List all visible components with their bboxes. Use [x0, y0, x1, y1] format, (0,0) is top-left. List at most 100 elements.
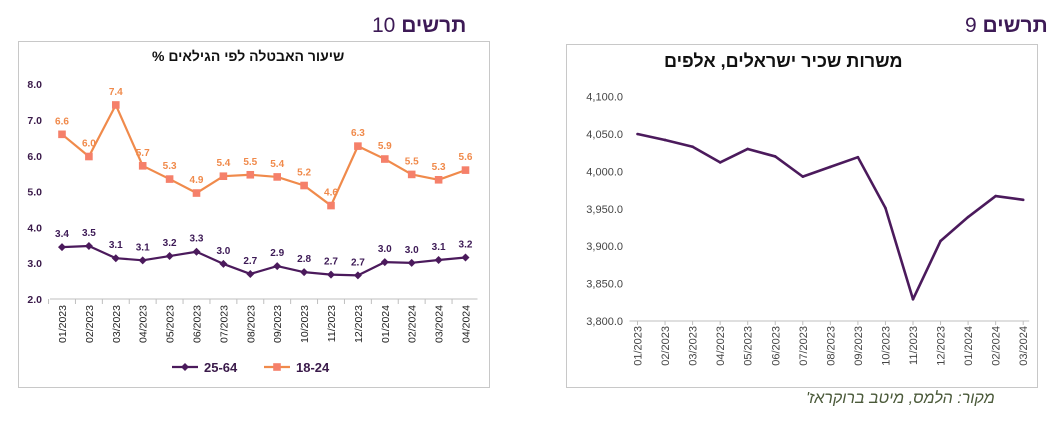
series-18-24-point	[407, 170, 416, 179]
series-25-64-data-label: 2.7	[351, 257, 365, 268]
series-18-24-point	[138, 162, 147, 170]
employment-x-tick-label: 02/2024	[991, 326, 1003, 366]
unemployment-x-tick-label: 07/2023	[218, 305, 230, 343]
source-note: מקור: הלמס, מיטב ברוקראז'	[806, 390, 995, 407]
unemployment-x-tick-label: 04/2024	[461, 305, 473, 343]
employment-x-tick-label: 07/2023	[798, 326, 810, 366]
employment-x-tick-label: 03/2024	[1018, 326, 1030, 366]
series-25-64-point	[300, 268, 309, 277]
series-18-24-data-label: 5.5	[405, 156, 419, 167]
employment-series-point	[718, 161, 722, 164]
employment-series-point	[966, 215, 970, 219]
unemployment-x-tick-label: 12/2023	[353, 305, 365, 343]
unemployment-y-tick: 8.0	[27, 79, 42, 91]
series-18-24-data-label: 7.4	[109, 87, 123, 98]
employment-chart-panel	[566, 44, 1038, 388]
series-18-24-point	[273, 173, 281, 181]
employment-series-point	[636, 132, 639, 136]
unemployment-x-tick-label: 03/2023	[111, 305, 123, 343]
employment-y-tick: 4,000.0	[586, 166, 623, 178]
series-25-64-point	[165, 252, 174, 261]
employment-series-point	[773, 155, 777, 158]
series-18-24-point	[219, 172, 228, 181]
series-25-64-data-label: 3.0	[378, 244, 392, 255]
series-18-24-data-label: 6.0	[82, 139, 96, 150]
series-25-64-data-label: 3.1	[136, 242, 150, 253]
series-25-64-data-label: 2.7	[324, 257, 338, 268]
legend-18-24-swatch-marker	[273, 363, 281, 371]
unemployment-x-tick-label: 09/2023	[272, 305, 284, 343]
figure-10-title: תרשים 10	[372, 14, 466, 38]
unemployment-x-tick-label: 02/2023	[84, 305, 96, 343]
employment-x-tick-label: 11/2023	[908, 326, 920, 365]
series-25-64-point	[138, 256, 147, 265]
employment-series-line	[637, 132, 1024, 301]
employment-x-tick-label: 01/2023	[633, 326, 645, 366]
employment-series-point	[829, 165, 832, 169]
series-18-24-data-label: 5.3	[163, 161, 177, 172]
figure-10-word: תרשים	[401, 14, 467, 37]
series-25-64-data-label: 3.2	[459, 239, 473, 250]
series-25-64-point	[84, 242, 93, 251]
unemployment-x-tick-label: 08/2023	[245, 305, 257, 343]
series-25-64-data-label: 2.8	[297, 254, 311, 265]
series-18-24-point	[58, 130, 66, 139]
unemployment-y-tick: 7.0	[27, 115, 42, 127]
series-25-64-point	[327, 270, 335, 279]
employment-series-point	[994, 194, 997, 198]
figure-9-number: 9	[965, 14, 977, 37]
unemployment-x-tick-label: 01/2024	[380, 305, 392, 343]
legend-25-64-swatch-marker	[181, 363, 189, 371]
series-18-24-data-label: 5.5	[243, 157, 257, 168]
unemployment-x-tick-label: 02/2024	[407, 305, 419, 343]
employment-series-point	[911, 298, 915, 301]
series-25-64-point	[380, 258, 389, 267]
employment-series-point	[801, 175, 805, 178]
employment-y-tick: 4,050.0	[586, 129, 623, 141]
unemployment-y-tick: 6.0	[27, 151, 42, 163]
series-18-24-data-label: 5.9	[378, 141, 392, 152]
employment-x-tick-label: 05/2023	[743, 326, 755, 366]
employment-x-tick-label: 08/2023	[825, 326, 837, 366]
series-18-24-data-label: 4.6	[324, 188, 338, 199]
legend-25-64-label: 25-64	[204, 360, 238, 375]
employment-y-tick: 3,800.0	[586, 316, 623, 328]
series-18-24-point	[192, 189, 201, 197]
legend-18-24-label: 18-24	[296, 360, 330, 375]
series-18-24-data-label: 5.4	[270, 159, 284, 170]
series-25-64-point	[111, 254, 120, 263]
employment-y-tick: 3,900.0	[586, 241, 623, 253]
employment-y-tick: 3,950.0	[586, 204, 623, 216]
unemployment-x-tick-label: 10/2023	[299, 305, 311, 343]
unemployment-x-tick-label: 06/2023	[192, 305, 204, 343]
series-18-24-point	[354, 142, 362, 150]
unemployment-x-tick-label: 11/2023	[326, 305, 338, 342]
employment-y-tick: 4,100.0	[586, 92, 623, 104]
figure-10-number: 10	[372, 14, 396, 37]
series-25-64-data-label: 2.7	[243, 256, 257, 267]
employment-series-point	[884, 206, 887, 210]
series-18-24-data-label: 5.2	[297, 168, 311, 179]
employment-x-tick-label: 10/2023	[880, 326, 892, 366]
series-25-64-point	[353, 271, 362, 280]
series-18-24-point	[246, 170, 255, 179]
figure-9-title: תרשים 9	[965, 14, 1048, 38]
series-18-24-point	[300, 181, 308, 190]
series-18-24-line	[61, 103, 466, 207]
series-18-24-data-label: 6.6	[55, 116, 69, 127]
employment-y-tick: 3,850.0	[586, 279, 623, 291]
unemployment-y-tick: 4.0	[27, 222, 42, 234]
series-25-64-point	[219, 259, 228, 268]
employment-series-point	[746, 147, 749, 151]
series-25-64-data-label: 2.9	[270, 248, 284, 259]
employment-series-point	[856, 155, 860, 159]
employment-series-point	[663, 138, 667, 142]
figure-9-word: תרשים	[982, 14, 1048, 37]
employment-x-tick-label: 12/2023	[936, 326, 948, 366]
series-25-64-point	[192, 247, 201, 256]
series-25-64-data-label: 3.0	[405, 245, 419, 256]
unemployment-y-tick: 3.0	[27, 258, 42, 270]
employment-series-point	[1021, 198, 1025, 202]
series-25-64-point	[434, 255, 443, 264]
series-25-64-point	[407, 258, 416, 267]
